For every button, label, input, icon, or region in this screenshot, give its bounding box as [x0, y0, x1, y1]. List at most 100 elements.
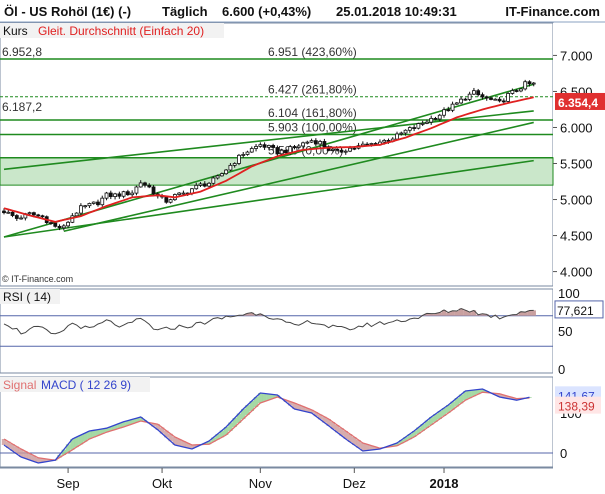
macd-legend-label: MACD ( 12 26 9): [41, 378, 131, 392]
rsi-value-badge: [554, 300, 604, 319]
candle-body: [335, 148, 340, 151]
candle-body: [2, 210, 6, 214]
macd-histogram-bar: [100, 428, 105, 434]
macd-histogram-bar: [194, 444, 199, 447]
macd-histogram-bar: [292, 403, 297, 409]
candle-body: [331, 148, 335, 151]
macd-histogram-bar: [454, 398, 460, 407]
candle-body: [467, 93, 472, 100]
candle-body: [49, 222, 53, 225]
signal-line: [3, 391, 530, 461]
candle-body: [96, 201, 100, 206]
candle-body: [484, 96, 489, 99]
rsi-overbought-fill: [467, 312, 472, 316]
candle-body: [241, 154, 246, 156]
macd-histogram-bar: [185, 443, 190, 448]
candle-body: [420, 122, 425, 125]
candle-body: [271, 145, 276, 148]
candle-body: [207, 182, 211, 187]
macd-panel: Signal MACD ( 12 26 9): [0, 376, 554, 468]
candle-body: [454, 102, 459, 105]
candle-body: [27, 212, 32, 215]
candle-body: [279, 149, 284, 155]
macd-histogram-bar: [305, 408, 310, 412]
candle-body: [151, 186, 156, 195]
candle-body: [472, 90, 476, 95]
macd-histogram-bar: [91, 430, 96, 438]
candle-body: [6, 211, 11, 214]
macd-histogram-bar: [296, 404, 301, 410]
rsi-overbought-fill: [454, 311, 460, 316]
candle-body: [288, 146, 293, 154]
macd-histogram-bar: [159, 427, 165, 434]
macd-histogram-bar: [95, 429, 101, 436]
macd-histogram-bar: [433, 414, 438, 422]
candle-body: [399, 132, 404, 135]
rsi-overbought-fill: [484, 314, 489, 316]
candle-body: [228, 164, 233, 171]
candle-body: [91, 201, 96, 204]
macd-histogram-bar: [505, 396, 511, 399]
datetime-label: 25.01.2018 10:49:31: [336, 4, 457, 19]
header-bar: [0, 0, 605, 22]
candle-body: [437, 114, 442, 120]
macd-histogram-bar: [138, 417, 143, 421]
candle-body: [429, 117, 434, 123]
instrument-title: Öl - US Rohöl (1€) (-): [4, 4, 131, 19]
macd-histogram-bar: [1, 439, 7, 445]
macd-histogram-bar: [168, 433, 173, 442]
candle-body: [117, 193, 122, 197]
candle-body: [292, 146, 297, 149]
rsi-overbought-fill: [531, 310, 536, 316]
quote-label: 6.600 (+0,43%): [222, 4, 311, 19]
candle-body: [489, 97, 493, 100]
macd-histogram-bar: [125, 420, 131, 426]
candle-body: [87, 203, 92, 207]
left-reference-label: 6.187,2: [2, 100, 42, 114]
candle-body: [168, 199, 173, 203]
macd-histogram-bar: [480, 389, 485, 393]
rsi-overbought-fill: [522, 312, 528, 316]
candle-body: [476, 90, 481, 96]
candle-body: [301, 142, 305, 147]
chart-marks: 6.951 (423,60%) 6.427 (261,80%) 6.104 (161…: [0, 45, 605, 491]
candle-body: [258, 144, 263, 147]
rsi-overbought-fill: [441, 309, 447, 316]
fib-level-label: 5.903 (100,00%): [268, 120, 357, 134]
candle-body: [313, 140, 318, 145]
candle-body: [10, 211, 15, 216]
macd-histogram-bar: [429, 417, 434, 425]
candle-body: [442, 109, 446, 116]
candle-body: [113, 193, 117, 197]
candle-body: [369, 143, 374, 145]
macd-histogram-bar: [142, 420, 148, 422]
macd-histogram-bar: [339, 428, 344, 436]
macd-histogram-bar: [236, 413, 242, 423]
macd-histogram-bar: [266, 394, 272, 400]
macd-histogram-bar: [65, 444, 71, 453]
y-tick-label: 4.000: [560, 265, 593, 280]
candle-body: [198, 183, 203, 186]
rsi-overbought-fill: [514, 314, 519, 316]
candle-body: [36, 214, 41, 217]
candle-body: [134, 186, 139, 194]
macd-histogram-bar: [121, 421, 126, 427]
candle-body: [523, 81, 528, 90]
macd-histogram-bar: [258, 393, 263, 403]
candle-body: [510, 90, 515, 94]
candle-body: [78, 205, 83, 214]
macd-histogram-bar: [330, 422, 336, 430]
x-tick-label: Okt: [152, 476, 173, 491]
macd-histogram-bar: [326, 419, 331, 426]
candle-body: [527, 81, 532, 85]
rsi-line: [3, 307, 534, 335]
y-tick-label: 6.000: [560, 120, 593, 135]
candle-body: [121, 191, 126, 197]
macd-histogram-bar: [134, 418, 139, 423]
candle-body: [74, 212, 79, 217]
macd-histogram-bar: [463, 391, 468, 401]
candle-body: [211, 177, 216, 184]
macd-histogram-bar: [253, 397, 259, 407]
macd-histogram-bar: [189, 445, 195, 449]
macd-histogram-bar: [31, 455, 37, 462]
